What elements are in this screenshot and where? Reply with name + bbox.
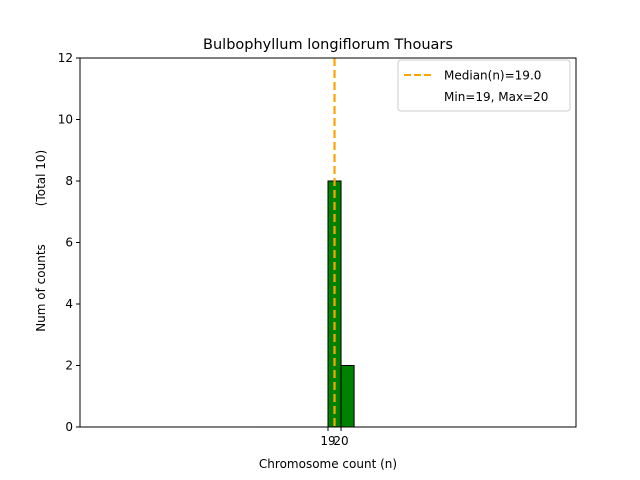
x-tick-label: 19 [320,434,335,448]
legend-range-label: Min=19, Max=20 [444,90,548,104]
x-axis-label: Chromosome count (n) [259,457,397,471]
y-axis-total-label: (Total 10) [34,150,48,206]
legend-median-label: Median(n)=19.0 [444,69,541,83]
x-tick-label: 20 [333,434,348,448]
chart-title: Bulbophyllum longiflorum Thouars [203,37,453,53]
y-tick-label: 10 [58,113,73,127]
y-tick-label: 12 [58,51,73,65]
y-tick-label: 6 [65,236,73,250]
y-ticks: 0 2 4 6 8 10 12 [58,51,80,434]
histogram-bar [340,365,355,428]
legend: Median(n)=19.0 Min=19, Max=20 [397,59,571,112]
legend-box [397,59,571,112]
y-tick-label: 4 [65,297,73,311]
y-tick-label: 2 [65,359,73,373]
y-axis-label: Num of counts [34,244,48,332]
y-tick-label: 8 [65,174,73,188]
y-tick-label: 0 [65,420,73,434]
